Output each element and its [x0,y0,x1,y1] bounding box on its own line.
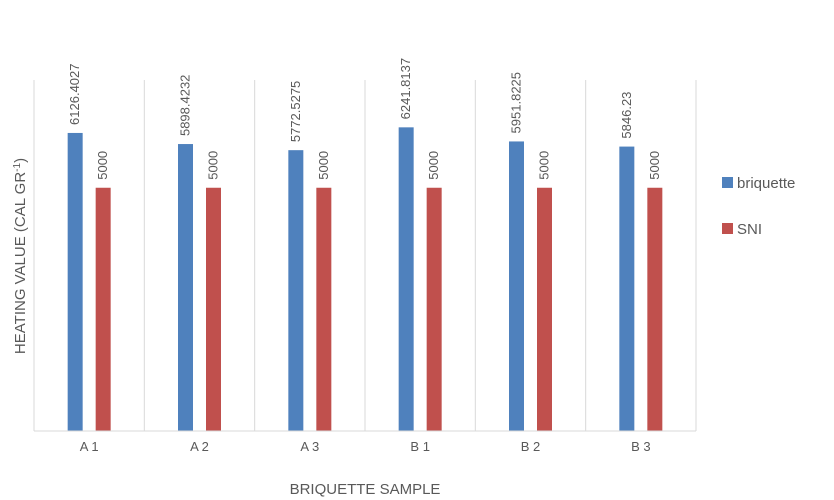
bar-briquette-a-2 [178,144,193,431]
data-label-briquette-b-1: 6241.8137 [398,58,413,119]
data-label-sni-b-3: 5000 [647,151,662,180]
y-axis-title-main: HEATING VALUE (CAL GR [12,172,29,354]
data-label-sni-a-2: 5000 [206,151,221,180]
legend-swatch-briquette [722,177,733,188]
x-tick-label: B 3 [631,439,651,454]
x-tick-labels: A 1 A 2 A 3 B 1 B 2 B 3 [80,439,651,454]
data-label-briquette-a-1: 6126.4027 [67,63,82,124]
legend-label-briquette: briquette [737,175,795,192]
legend: briquette SNI [722,175,795,238]
legend-label-sni: SNI [737,221,762,238]
bar-sni-b-1 [426,187,442,431]
bar-briquette-b-3 [619,146,635,431]
data-label-sni-a-3: 5000 [316,151,331,180]
x-tick-label: B 1 [410,439,430,454]
category-separators [33,80,697,431]
x-tick-label: A 3 [300,439,319,454]
bar-sni-a-1 [95,187,111,431]
x-tick-label: A 1 [80,439,99,454]
bar-briquette-a-3 [288,150,304,431]
x-tick-label: A 2 [190,439,209,454]
bar-briquette-b-1 [398,127,414,432]
bar-sni-b-2 [537,187,552,431]
y-axis-title: HEATING VALUE (CAL GR-1) [12,158,30,354]
bar-sni-b-3 [647,187,663,431]
data-label-briquette-b-3: 5846.23 [619,92,634,139]
bar-briquette-b-2 [509,141,524,431]
bars-group [67,127,663,432]
data-labels-group: 6126.4027 5000 5898.4232 5000 5772.5275 5000 6… [67,58,662,180]
data-label-sni-a-1: 5000 [95,151,110,180]
x-tick-label: B 2 [521,439,541,454]
data-label-briquette-a-2: 5898.4232 [178,75,193,136]
data-label-sni-b-1: 5000 [426,151,441,180]
data-label-sni-b-2: 5000 [537,151,552,180]
data-label-briquette-b-2: 5951.8225 [509,72,524,133]
legend-swatch-sni [722,223,733,234]
y-axis-title-superscript: -1 [12,162,23,171]
bar-sni-a-2 [206,187,221,431]
bar-sni-a-3 [316,187,332,431]
data-label-briquette-a-3: 5772.5275 [288,81,303,142]
x-axis-title: BRIQUETTE SAMPLE [290,481,441,498]
bar-briquette-a-1 [67,132,83,432]
y-axis-title-close: ) [12,158,29,163]
